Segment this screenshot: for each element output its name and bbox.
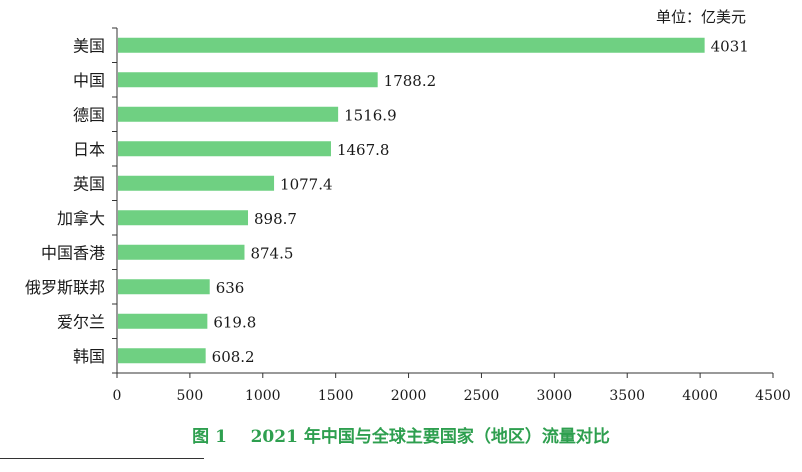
data-label: 636 [216, 279, 245, 297]
bar [118, 279, 210, 295]
bar [118, 37, 705, 53]
category-label: 德国 [73, 105, 105, 124]
bar [118, 106, 339, 122]
data-label: 4031 [711, 37, 749, 55]
category-label: 日本 [73, 140, 105, 159]
x-tick-label: 500 [177, 388, 204, 404]
bar [118, 72, 378, 88]
x-tick-label: 4000 [682, 388, 718, 404]
category-label: 中国香港 [41, 243, 105, 262]
category-label: 爱尔兰 [57, 312, 105, 331]
data-label: 874.5 [250, 244, 293, 262]
bar [118, 244, 245, 260]
data-label: 1077.4 [280, 175, 333, 193]
x-tick-label: 3000 [537, 388, 573, 404]
category-label: 美国 [73, 36, 105, 55]
category-label: 加拿大 [57, 209, 105, 228]
x-tick-label: 0 [113, 388, 122, 404]
data-label: 898.7 [254, 210, 297, 228]
x-tick-label: 1000 [245, 388, 281, 404]
footnote-rule [0, 458, 204, 459]
bar [118, 175, 275, 191]
data-label: 1788.2 [384, 72, 437, 90]
figure-caption: 图 1 2021 年中国与全球主要国家（地区）流量对比 [0, 422, 802, 447]
x-tick-label: 4500 [755, 388, 791, 404]
figure-number: 图 1 [192, 427, 227, 447]
bar [118, 210, 249, 226]
bar [118, 313, 208, 329]
category-label: 中国 [73, 71, 105, 90]
x-tick-label: 2000 [391, 388, 427, 404]
x-tick-label: 2500 [464, 388, 500, 404]
unit-label: 单位：亿美元 [655, 8, 746, 26]
bar [118, 141, 331, 157]
data-label: 1516.9 [344, 106, 397, 124]
data-label: 608.2 [212, 348, 255, 366]
bar [118, 348, 206, 364]
category-label: 英国 [73, 174, 105, 193]
data-label: 619.8 [213, 313, 256, 331]
figure-title: 2021 年中国与全球主要国家（地区）流量对比 [250, 427, 610, 447]
data-label: 1467.8 [337, 141, 390, 159]
x-tick-label: 3500 [609, 388, 645, 404]
x-tick-label: 1500 [318, 388, 354, 404]
category-label: 俄罗斯联邦 [25, 278, 105, 297]
category-label: 韩国 [73, 347, 105, 366]
